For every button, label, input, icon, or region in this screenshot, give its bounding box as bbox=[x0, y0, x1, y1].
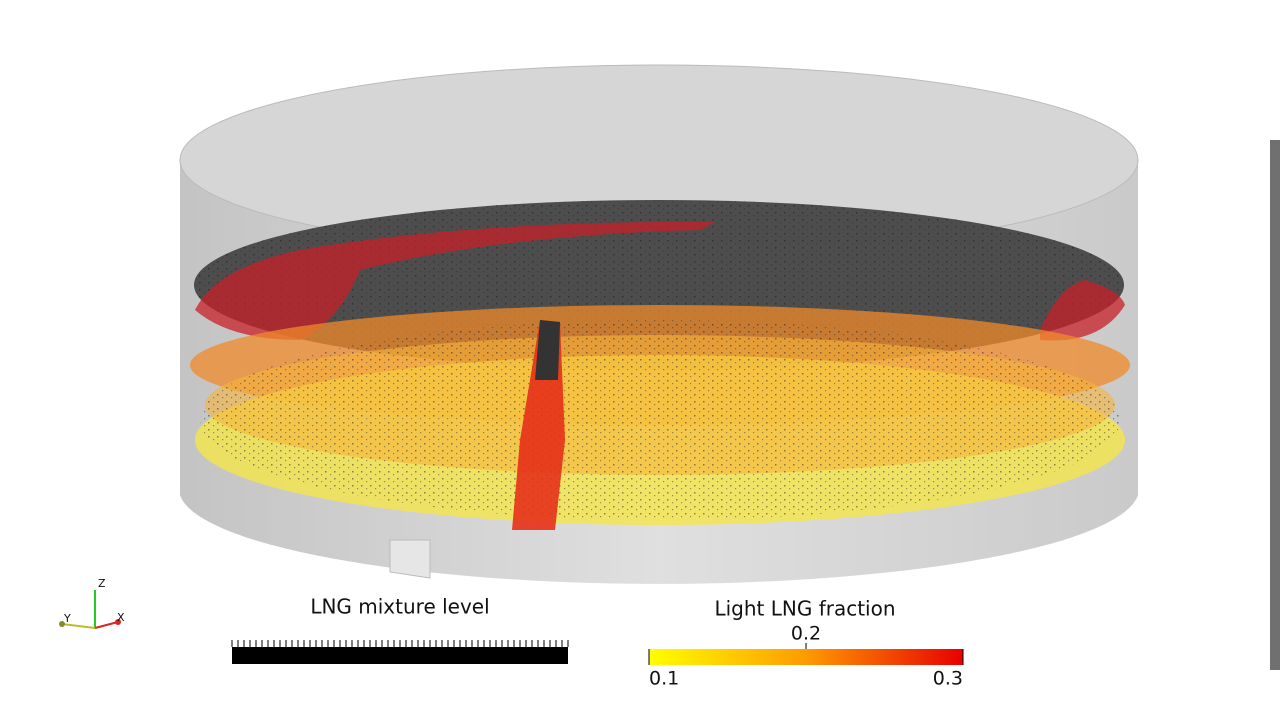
tank bbox=[179, 64, 1280, 670]
colorbar-tick-label: 0.3 bbox=[933, 668, 963, 690]
colorbar-gradient bbox=[649, 649, 963, 665]
bar-ticks bbox=[231, 640, 569, 647]
colorbar-title: Light LNG fraction bbox=[714, 597, 895, 621]
level-bar bbox=[232, 647, 568, 664]
colorbar: Light LNG fraction 0.1 0.2 0.3 bbox=[648, 597, 964, 690]
colorbar-tick-label: 0.1 bbox=[649, 668, 679, 690]
axis-label: Z bbox=[98, 577, 106, 590]
axes-triad: Z Y X bbox=[59, 577, 125, 629]
colorbar-tick-label: 0.2 bbox=[791, 623, 821, 645]
bar-title: LNG mixture level bbox=[310, 595, 489, 619]
axis-label: Y bbox=[63, 612, 71, 625]
mixture-bar: LNG mixture level bbox=[231, 595, 569, 664]
axis-label: X bbox=[117, 611, 125, 624]
